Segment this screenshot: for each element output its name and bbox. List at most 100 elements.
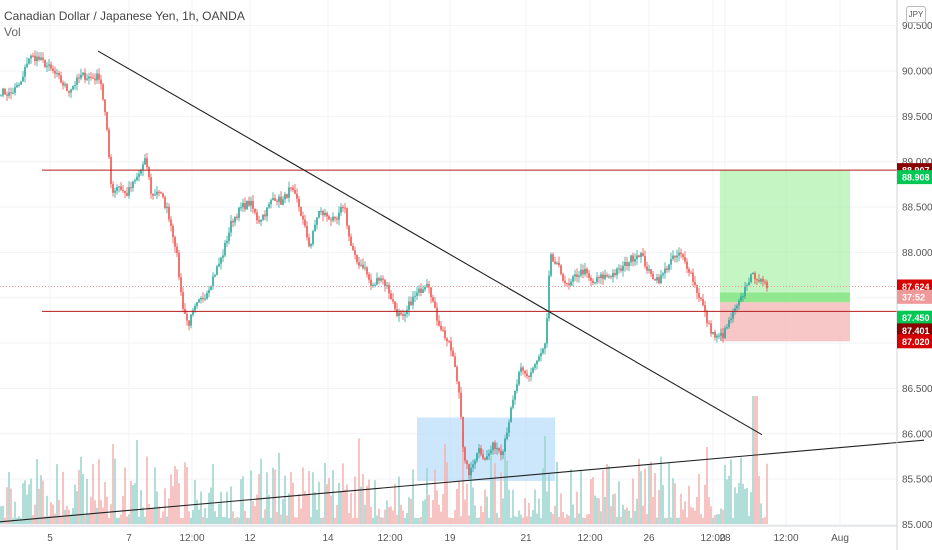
volume-bar [54, 513, 56, 524]
candle-body [516, 384, 518, 391]
candle-body [410, 301, 412, 306]
candle-body [270, 200, 272, 205]
candle-body [590, 277, 592, 281]
candle-body [28, 58, 30, 64]
volume-bar [550, 512, 552, 524]
candle-body [130, 187, 132, 189]
candle-body [754, 273, 756, 280]
candle-body [308, 237, 310, 247]
candle-body [90, 76, 92, 78]
volume-bar [74, 484, 76, 524]
volume-bar [240, 479, 242, 524]
volume-bar [704, 484, 706, 524]
candle-body [542, 348, 544, 354]
candle-body [584, 268, 586, 275]
y-tick-label: 85.500 [902, 475, 932, 486]
candle-body [458, 381, 460, 393]
volume-label[interactable]: Vol [4, 25, 21, 39]
candle-body [238, 207, 240, 218]
candle-body [560, 265, 562, 274]
candle-body [620, 268, 622, 271]
candle-body [598, 277, 600, 279]
volume-bar [126, 516, 128, 524]
candle-body [384, 279, 386, 287]
candle-body [416, 292, 418, 296]
candle-body [484, 458, 486, 460]
volume-bar [230, 486, 232, 524]
candle-body [488, 453, 490, 457]
volume-bar [432, 499, 434, 524]
volume-bar [754, 396, 756, 524]
candle-body [160, 192, 162, 194]
volume-bar [620, 516, 622, 524]
candle-body [490, 450, 492, 454]
candle-body [34, 55, 36, 62]
volume-bar [540, 517, 542, 524]
volume-bar [738, 483, 740, 524]
volume-bar [392, 510, 394, 524]
volume-bar [730, 459, 732, 524]
volume-bar [162, 511, 164, 524]
candle-body [726, 327, 728, 329]
candle-body [648, 269, 650, 271]
candle-body [434, 301, 436, 308]
volume-bar [410, 498, 412, 524]
volume-bar [34, 504, 36, 524]
candle-body [474, 460, 476, 465]
volume-bar [602, 470, 604, 524]
x-tick-label: 5 [47, 533, 53, 544]
candle-body [324, 212, 326, 216]
symbol-title[interactable]: Canadian Dollar / Japanese Yen, 1h, OAND… [4, 9, 245, 23]
y-tick-label: 89.500 [902, 112, 932, 123]
candle-body [358, 262, 360, 266]
candle-body [216, 266, 218, 276]
volume-bar [562, 512, 564, 524]
volume-bar [706, 446, 708, 524]
currency-badge[interactable]: JPY [906, 6, 926, 23]
candle-body [710, 323, 712, 334]
volume-bar [316, 509, 318, 524]
volume-bar [496, 512, 498, 524]
candle-body [242, 203, 244, 208]
candle-body [696, 284, 698, 293]
candle-body [588, 273, 590, 278]
volume-bar [726, 479, 728, 524]
candle-body [512, 399, 514, 408]
volume-bar [24, 480, 26, 524]
candle-body [220, 257, 222, 264]
volume-bar [148, 504, 150, 524]
candle-body [232, 221, 234, 223]
candle-body [320, 211, 322, 213]
candle-body [548, 275, 550, 319]
candle-body [50, 64, 52, 69]
volume-bar [732, 517, 734, 524]
candle-body [364, 267, 366, 269]
volume-bar [464, 499, 466, 524]
candle-body [164, 197, 166, 208]
volume-bar [530, 516, 532, 524]
volume-bar [370, 506, 372, 524]
volume-bar [84, 515, 86, 524]
volume-bar [666, 517, 668, 524]
candle-body [550, 254, 552, 276]
volume-bar [196, 499, 198, 524]
candle-body [476, 453, 478, 461]
candle-body [428, 284, 430, 288]
candle-body [750, 274, 752, 283]
volume-bar [520, 514, 522, 524]
candle-body [276, 200, 278, 202]
volume-bar [462, 431, 464, 524]
volume-bar [6, 487, 8, 524]
volume-bar [306, 494, 308, 524]
y-tick-label: 88.000 [902, 248, 932, 259]
volume-bar [60, 516, 62, 524]
candle-body [686, 261, 688, 269]
volume-bar [170, 474, 172, 524]
volume-bar [76, 491, 78, 524]
candle-body [574, 274, 576, 277]
volume-bar [308, 470, 310, 524]
candle-body [328, 216, 330, 220]
price-tag-text: 87.401 [902, 326, 930, 336]
